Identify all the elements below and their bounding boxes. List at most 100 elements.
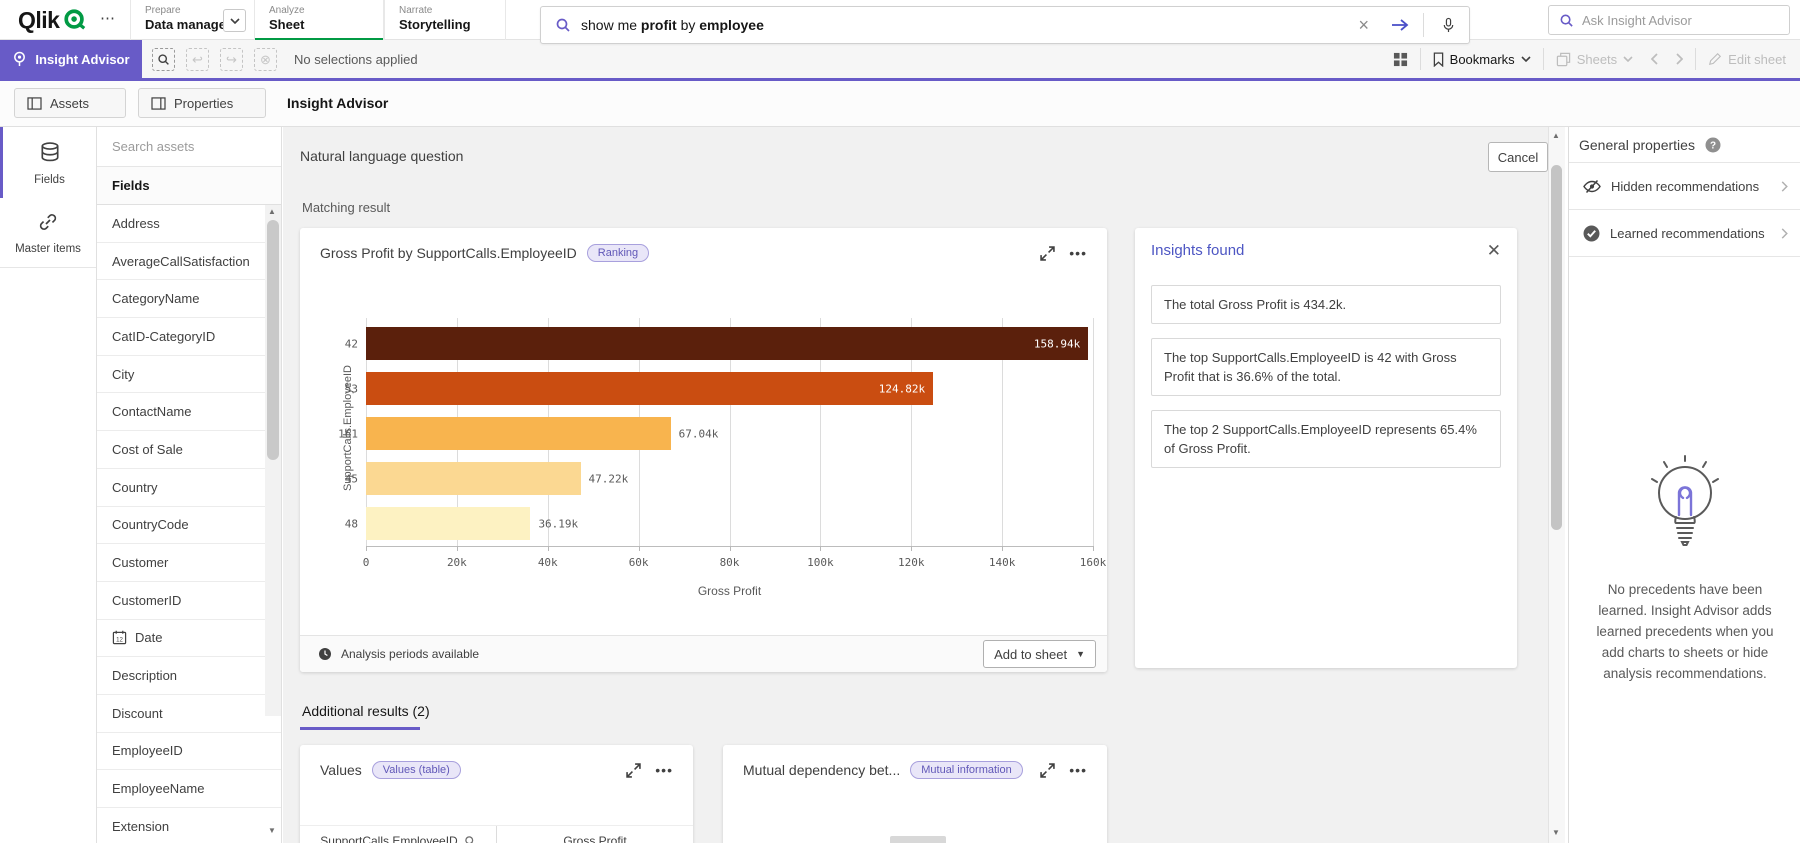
- card-menu-icon[interactable]: •••: [1069, 245, 1087, 261]
- prepare-dropdown-button[interactable]: [223, 9, 246, 32]
- insight-item[interactable]: The top 2 SupportCalls.EmployeeID repres…: [1151, 410, 1501, 468]
- bar[interactable]: [366, 417, 671, 450]
- field-label: Country: [112, 480, 158, 495]
- add-to-sheet-label: Add to sheet: [994, 647, 1067, 662]
- expand-icon[interactable]: [626, 763, 641, 778]
- bookmarks-dropdown[interactable]: Bookmarks: [1433, 52, 1531, 67]
- insights-grid-icon[interactable]: [1393, 52, 1408, 67]
- smart-search-icon[interactable]: [152, 48, 175, 71]
- search-assets-input[interactable]: Search assets: [97, 127, 281, 167]
- more-menu-icon[interactable]: ⋯: [100, 9, 115, 27]
- fields-section-label: Fields: [112, 178, 150, 193]
- cancel-button[interactable]: Cancel: [1488, 142, 1548, 172]
- analysis-periods-note: Analysis periods available: [341, 647, 479, 661]
- field-item[interactable]: CatID-CategoryID: [97, 318, 281, 356]
- field-item[interactable]: CategoryName: [97, 280, 281, 318]
- insight-item[interactable]: The total Gross Profit is 434.2k.: [1151, 285, 1501, 324]
- nav-tab-narrate[interactable]: Narrate Storytelling: [384, 0, 506, 40]
- x-tick-label: 160k: [1070, 556, 1116, 569]
- field-item[interactable]: Customer: [97, 544, 281, 582]
- nl-question-input[interactable]: show me profit by employee ×: [540, 6, 1470, 44]
- pencil-icon: [1708, 52, 1722, 66]
- clear-query-icon[interactable]: ×: [1346, 15, 1381, 36]
- field-item[interactable]: Country: [97, 469, 281, 507]
- ask-insight-advisor-input[interactable]: Ask Insight Advisor: [1548, 5, 1790, 35]
- learned-recommendations-item[interactable]: Learned recommendations: [1569, 210, 1800, 257]
- axis-tick: [820, 546, 821, 551]
- sheets-dropdown: Sheets: [1556, 52, 1633, 67]
- bar[interactable]: [366, 372, 933, 405]
- scroll-up-icon[interactable]: ▲: [268, 207, 276, 216]
- field-item[interactable]: Address: [97, 205, 281, 243]
- nav-tab-prepare[interactable]: Prepare Data manager: [130, 0, 254, 40]
- tab-additional-results[interactable]: Additional results (2): [302, 703, 430, 719]
- help-icon[interactable]: ?: [1705, 137, 1721, 153]
- rail-item-fields[interactable]: Fields: [0, 127, 96, 198]
- nav-tab-label: Sheet: [269, 17, 369, 33]
- insight-item[interactable]: The top SupportCalls.EmployeeID is 42 wi…: [1151, 338, 1501, 396]
- submit-query-icon[interactable]: [1381, 19, 1419, 31]
- rail-item-master-items[interactable]: Master items: [0, 198, 96, 268]
- field-item[interactable]: EmployeeID: [97, 733, 281, 771]
- fields-section-header[interactable]: Fields: [97, 167, 281, 205]
- insights-panel: Insights found ✕ The total Gross Profit …: [1135, 228, 1517, 668]
- qlik-q-icon: [63, 8, 87, 32]
- chevron-right-icon: [1781, 228, 1788, 239]
- expand-icon[interactable]: [1040, 763, 1055, 778]
- assets-panel-button[interactable]: Assets: [14, 88, 126, 118]
- mutual-chart-fragment: [890, 836, 946, 843]
- field-item[interactable]: Cost of Sale: [97, 431, 281, 469]
- properties-panel-button[interactable]: Properties: [138, 88, 266, 118]
- svg-text:12: 12: [116, 637, 123, 644]
- search-assets-placeholder: Search assets: [112, 139, 194, 154]
- expand-icon[interactable]: [1040, 246, 1055, 261]
- bar[interactable]: [366, 462, 581, 495]
- card-menu-icon[interactable]: •••: [1069, 762, 1087, 778]
- axis-tick: [730, 546, 731, 551]
- page-title: Insight Advisor: [287, 95, 388, 111]
- field-item[interactable]: ContactName: [97, 393, 281, 431]
- nav-tab-analyze[interactable]: Analyze Sheet: [254, 0, 384, 40]
- insight-advisor-label: Insight Advisor: [35, 52, 129, 67]
- field-item[interactable]: 12 Date: [97, 620, 281, 658]
- qlik-logo[interactable]: Qlik: [18, 6, 87, 34]
- nav-tab-eyebrow: Narrate: [399, 5, 491, 17]
- scroll-down-icon[interactable]: ▼: [268, 826, 276, 835]
- insight-advisor-toggle-button[interactable]: Insight Advisor: [0, 40, 142, 78]
- results-scrollbar-thumb[interactable]: [1551, 165, 1562, 530]
- bar[interactable]: [366, 327, 1088, 360]
- values-column-dimension[interactable]: SupportCalls.EmployeeID: [300, 826, 496, 843]
- bar[interactable]: [366, 507, 530, 540]
- add-to-sheet-button[interactable]: Add to sheet ▼: [983, 640, 1096, 668]
- field-item[interactable]: Extension: [97, 808, 281, 843]
- field-item[interactable]: Description: [97, 657, 281, 695]
- axis-tick: [911, 546, 912, 551]
- close-icon[interactable]: ✕: [1487, 242, 1501, 259]
- y-tick-label: 53: [308, 382, 358, 395]
- scroll-up-icon[interactable]: ▲: [1552, 131, 1560, 140]
- sheets-label: Sheets: [1577, 52, 1617, 67]
- field-item[interactable]: CountryCode: [97, 507, 281, 545]
- link-icon: [38, 212, 58, 232]
- x-axis-title: Gross Profit: [366, 584, 1093, 598]
- y-tick-label: 45: [308, 472, 358, 485]
- edit-sheet-button: Edit sheet: [1708, 52, 1786, 67]
- field-label: Date: [135, 630, 162, 645]
- scroll-down-icon[interactable]: ▼: [1552, 828, 1560, 837]
- field-item[interactable]: EmployeeName: [97, 770, 281, 808]
- field-item[interactable]: Discount: [97, 695, 281, 733]
- assets-rail: Fields Master items: [0, 127, 97, 843]
- fields-scrollbar-thumb[interactable]: [267, 220, 279, 460]
- fields-list-panel: Search assets Fields AddressAverageCallS…: [97, 127, 282, 843]
- field-item[interactable]: CustomerID: [97, 582, 281, 620]
- field-item[interactable]: AverageCallSatisfaction: [97, 243, 281, 281]
- insights-header: Insights found ✕: [1151, 242, 1501, 259]
- values-column-measure[interactable]: Gross Profit: [497, 826, 693, 843]
- field-item[interactable]: City: [97, 356, 281, 394]
- microphone-icon[interactable]: [1428, 17, 1469, 33]
- previous-sheet-button: [1651, 53, 1658, 65]
- bar-value-label: 67.04k: [679, 427, 719, 440]
- card-menu-icon[interactable]: •••: [655, 762, 673, 778]
- hidden-recommendations-item[interactable]: Hidden recommendations: [1569, 163, 1800, 210]
- x-tick-label: 140k: [979, 556, 1025, 569]
